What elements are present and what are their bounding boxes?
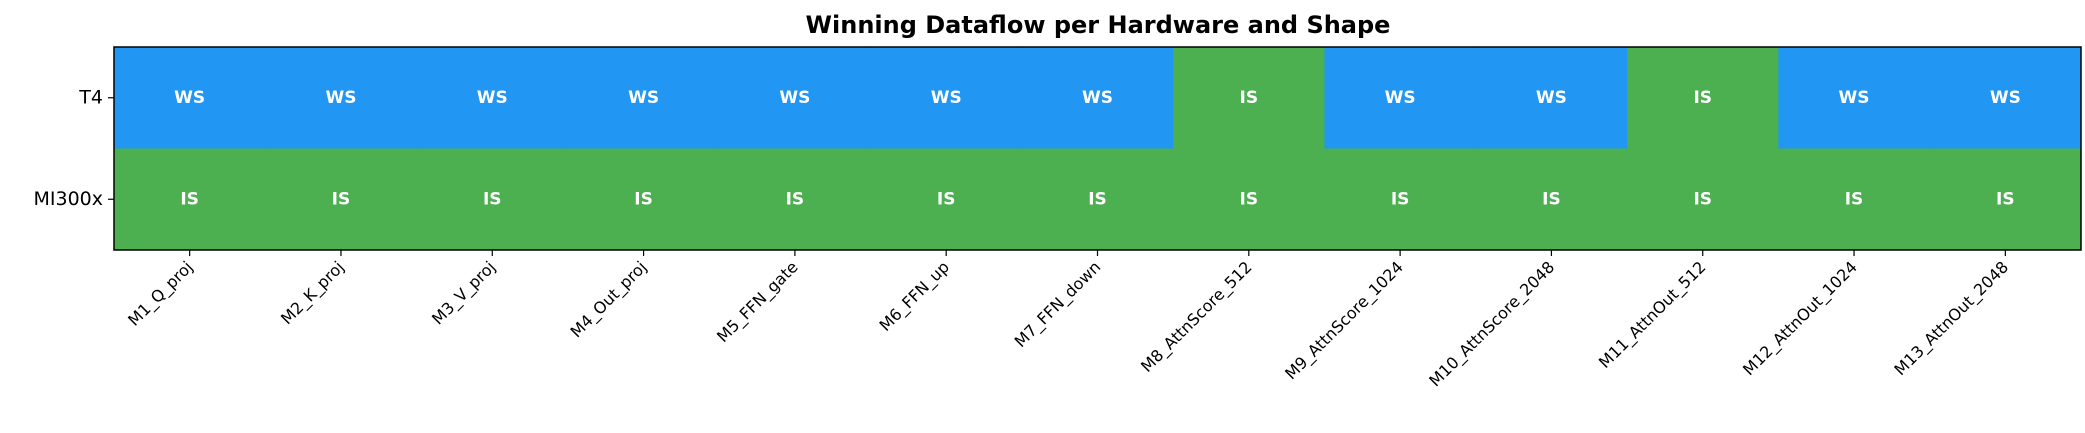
heatmap-cell bbox=[719, 148, 872, 251]
heatmap-cell bbox=[265, 148, 418, 251]
x-tick-label: M1_Q_proj bbox=[124, 257, 197, 330]
cell-label: IS bbox=[786, 189, 805, 209]
heatmap-cell bbox=[265, 47, 418, 149]
cell-label: IS bbox=[1391, 189, 1410, 209]
cell-label: IS bbox=[1240, 189, 1259, 209]
heatmap-cell bbox=[870, 47, 1023, 149]
heatmap-cell bbox=[1324, 148, 1477, 251]
y-tick-label: T4 bbox=[78, 86, 103, 108]
heatmap-cell bbox=[1929, 47, 2082, 149]
cell-label: WS bbox=[1839, 88, 1870, 108]
x-tick-label: M12_AttnOut_1024 bbox=[1739, 257, 1862, 380]
heatmap-cell bbox=[567, 47, 720, 149]
x-tick-label: M6_FFN_up bbox=[875, 257, 953, 335]
x-tick-label: M2_K_proj bbox=[277, 257, 348, 328]
heatmap-cell bbox=[1778, 47, 1931, 149]
cell-label: IS bbox=[1693, 88, 1712, 108]
cell-label: WS bbox=[931, 88, 962, 108]
cell-label: WS bbox=[1536, 88, 1567, 108]
cell-label: IS bbox=[1240, 88, 1259, 108]
cell-label: WS bbox=[1385, 88, 1416, 108]
heatmap-cell bbox=[416, 47, 569, 149]
heatmap-cell bbox=[1778, 148, 1931, 251]
heatmap-cell bbox=[1627, 148, 1779, 251]
heatmap-cell bbox=[1929, 148, 2082, 251]
x-tick-label: M4_Out_proj bbox=[567, 257, 652, 342]
x-tick-label: M9_AttnScore_1024 bbox=[1281, 257, 1407, 383]
x-tick-label: M5_FFN_gate bbox=[713, 257, 802, 346]
cell-label: WS bbox=[325, 88, 356, 108]
x-tick-label: M10_AttnScore_2048 bbox=[1425, 257, 1559, 391]
cell-label: WS bbox=[628, 88, 659, 108]
heatmap-cell bbox=[416, 148, 569, 251]
cell-label: WS bbox=[174, 88, 205, 108]
cell-label: IS bbox=[937, 189, 956, 209]
x-tick-label: M13_AttnOut_2048 bbox=[1890, 257, 2013, 380]
cell-label: IS bbox=[180, 189, 199, 209]
heatmap-cell bbox=[114, 47, 266, 149]
cell-label: IS bbox=[332, 189, 351, 209]
cell-label: WS bbox=[1082, 88, 1113, 108]
heatmap-cell bbox=[870, 148, 1023, 251]
heatmap-cell bbox=[1021, 47, 1174, 149]
cell-label: IS bbox=[1996, 189, 2015, 209]
chart-title: Winning Dataflow per Hardware and Shape bbox=[806, 11, 1391, 39]
heatmap-cell bbox=[567, 148, 720, 251]
heatmap-cell bbox=[1324, 47, 1477, 149]
x-tick-label: M3_V_proj bbox=[428, 257, 500, 329]
x-tick-label: M7_FFN_down bbox=[1011, 257, 1105, 351]
cell-label: IS bbox=[1088, 189, 1107, 209]
heatmap-cell bbox=[1021, 148, 1174, 251]
cell-label: IS bbox=[1542, 189, 1561, 209]
x-tick-label: M11_AttnOut_512 bbox=[1595, 257, 1710, 372]
heatmap-cell bbox=[1475, 47, 1628, 149]
cell-label: IS bbox=[634, 189, 653, 209]
cell-label: WS bbox=[477, 88, 508, 108]
x-tick-label: M8_AttnScore_512 bbox=[1137, 257, 1256, 376]
cell-label: IS bbox=[483, 189, 502, 209]
heatmap-cell bbox=[1627, 47, 1779, 149]
cell-label: IS bbox=[1845, 189, 1864, 209]
cell-label: WS bbox=[779, 88, 810, 108]
cell-label: IS bbox=[1693, 189, 1712, 209]
heatmap-cell bbox=[1475, 148, 1628, 251]
heatmap-cell bbox=[1173, 47, 1325, 149]
heatmap-cell bbox=[719, 47, 872, 149]
cell-label: WS bbox=[1990, 88, 2021, 108]
heatmap-cell bbox=[114, 148, 266, 251]
y-tick-label: MI300x bbox=[33, 188, 103, 210]
heatmap-cell bbox=[1173, 148, 1325, 251]
